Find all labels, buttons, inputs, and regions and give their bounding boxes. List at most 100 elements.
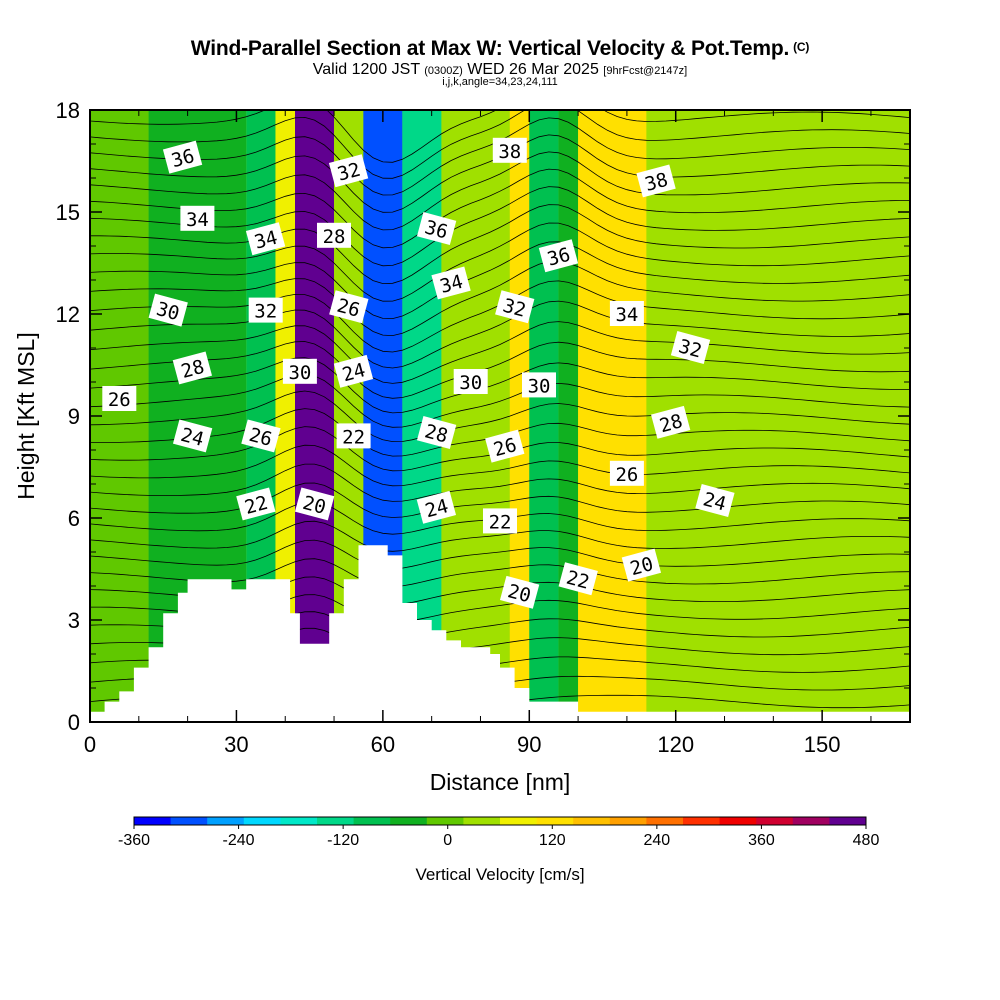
contour-label-box xyxy=(248,297,283,323)
chart-subtitle: Valid 1200 JST (0300Z) WED 26 Mar 2025 [… xyxy=(312,61,688,78)
colorbar-swatch xyxy=(500,817,538,825)
colorbar-swatch xyxy=(317,817,355,825)
colorbar-swatch xyxy=(829,817,867,825)
contour-label-box xyxy=(180,205,215,231)
velocity-band xyxy=(509,110,530,722)
theta-contour-line xyxy=(90,222,910,302)
theta-contour-line xyxy=(90,373,910,428)
contour-label-box xyxy=(102,386,137,411)
x-tick-label: 60 xyxy=(371,732,395,757)
contour-label-text: 32 xyxy=(254,301,277,323)
colorbar-tick-label: 120 xyxy=(539,832,566,849)
colorbar-tick-label: -240 xyxy=(223,832,255,849)
contour-label-box xyxy=(609,460,644,486)
contour-label-box xyxy=(538,239,579,273)
contour-label-text: 34 xyxy=(186,209,209,231)
x-tick-label: 0 xyxy=(84,732,96,757)
contour-label: 30 xyxy=(453,369,488,394)
contour-label-box xyxy=(483,508,517,534)
x-tick-label: 90 xyxy=(517,732,541,757)
contour-label-box xyxy=(495,290,535,324)
colorbar-title: Vertical Velocity [cm/s] xyxy=(415,865,584,884)
contour-label: 22 xyxy=(336,423,371,449)
y-tick-label: 3 xyxy=(68,608,80,633)
chart-grid-info: i,j,k,angle=34,23,24,111 xyxy=(442,76,558,88)
contour-label-box xyxy=(294,487,335,521)
contour-label: 30 xyxy=(522,372,556,398)
theta-contour-line xyxy=(90,390,910,443)
y-tick-label: 12 xyxy=(56,302,80,327)
chart-title: Wind-Parallel Section at Max W: Vertical… xyxy=(190,37,810,60)
contour-label-box xyxy=(329,290,369,324)
contour-label: 28 xyxy=(317,222,351,248)
colorbar-swatch xyxy=(463,817,501,825)
contour-label: 36 xyxy=(538,239,579,273)
colorbar-swatch xyxy=(280,817,318,825)
contour-label: 26 xyxy=(609,460,644,486)
contour-label-text: 28 xyxy=(323,226,346,248)
contour-label-text: 38 xyxy=(498,141,521,163)
velocity-band xyxy=(646,110,910,722)
colorbar-tick-label: 240 xyxy=(644,832,671,849)
contour-label-box xyxy=(485,429,525,463)
contour-label: 22 xyxy=(483,508,517,534)
contour-label-box xyxy=(172,351,213,385)
colorbar-frame xyxy=(133,816,867,826)
colorbar-swatch xyxy=(719,817,757,825)
contour-label-text: 22 xyxy=(489,511,512,533)
contour-label-box xyxy=(558,562,598,596)
theta-contour-line xyxy=(90,204,910,285)
x-axis-title: Distance [nm] xyxy=(430,769,571,795)
contour-label: 32 xyxy=(248,297,283,323)
colorbar-swatch xyxy=(390,817,428,825)
colorbar-swatch xyxy=(646,817,684,825)
colorbar: -360 -240 -120 0 120 240 360 480 xyxy=(118,816,880,849)
colorbar-tick-label: 480 xyxy=(853,832,880,849)
contour-label: 26 xyxy=(102,386,137,411)
colorbar-swatch xyxy=(573,817,611,825)
colorbar-swatch xyxy=(426,817,464,825)
contour-label: 20 xyxy=(499,575,540,609)
contour-label-box xyxy=(236,487,276,521)
theta-contour-line xyxy=(90,186,910,267)
contour-label-box xyxy=(282,358,317,384)
colorbar-tick-label: 360 xyxy=(748,832,775,849)
contour-label-text: 30 xyxy=(288,362,311,384)
contour-label-box xyxy=(416,416,457,449)
contour-label: 38 xyxy=(636,164,676,198)
theta-contour-line xyxy=(90,463,910,502)
colorbar-swatch xyxy=(353,817,391,825)
terrain-profile xyxy=(90,545,910,722)
theta-contour-line xyxy=(90,300,910,369)
contour-label-box xyxy=(328,154,369,188)
theta-contour-line xyxy=(90,321,910,384)
theta-contour-line xyxy=(90,539,910,570)
contour-label: 20 xyxy=(621,548,662,582)
theta-contour-line xyxy=(90,341,910,399)
colorbar-swatch xyxy=(609,817,647,825)
contour-label-box xyxy=(609,301,644,326)
contour-label-text: 30 xyxy=(528,375,551,397)
contour-label: 38 xyxy=(492,137,527,163)
contour-label-box xyxy=(333,354,374,388)
contour-label-box xyxy=(453,369,488,394)
velocity-band xyxy=(275,110,295,722)
colorbar-tick-label: -360 xyxy=(118,832,150,849)
contour-label-text: 26 xyxy=(108,389,131,411)
contour-label-box xyxy=(492,137,527,163)
contour-label-box xyxy=(241,419,281,453)
contour-label: 28 xyxy=(172,351,213,385)
colorbar-swatch xyxy=(170,817,208,825)
contour-label-box xyxy=(416,490,457,524)
y-tick-label: 18 xyxy=(56,98,80,123)
colorbar-swatch xyxy=(207,817,245,825)
contour-label-box xyxy=(336,423,371,449)
contour-label-box xyxy=(172,419,213,453)
contour-label-box xyxy=(695,484,735,517)
colorbar-swatch xyxy=(683,817,721,825)
colorbar-tick-label: 0 xyxy=(443,832,452,849)
contour-label-box xyxy=(621,548,662,582)
theta-contour-line xyxy=(90,444,910,487)
contour-label: 24 xyxy=(695,484,735,517)
